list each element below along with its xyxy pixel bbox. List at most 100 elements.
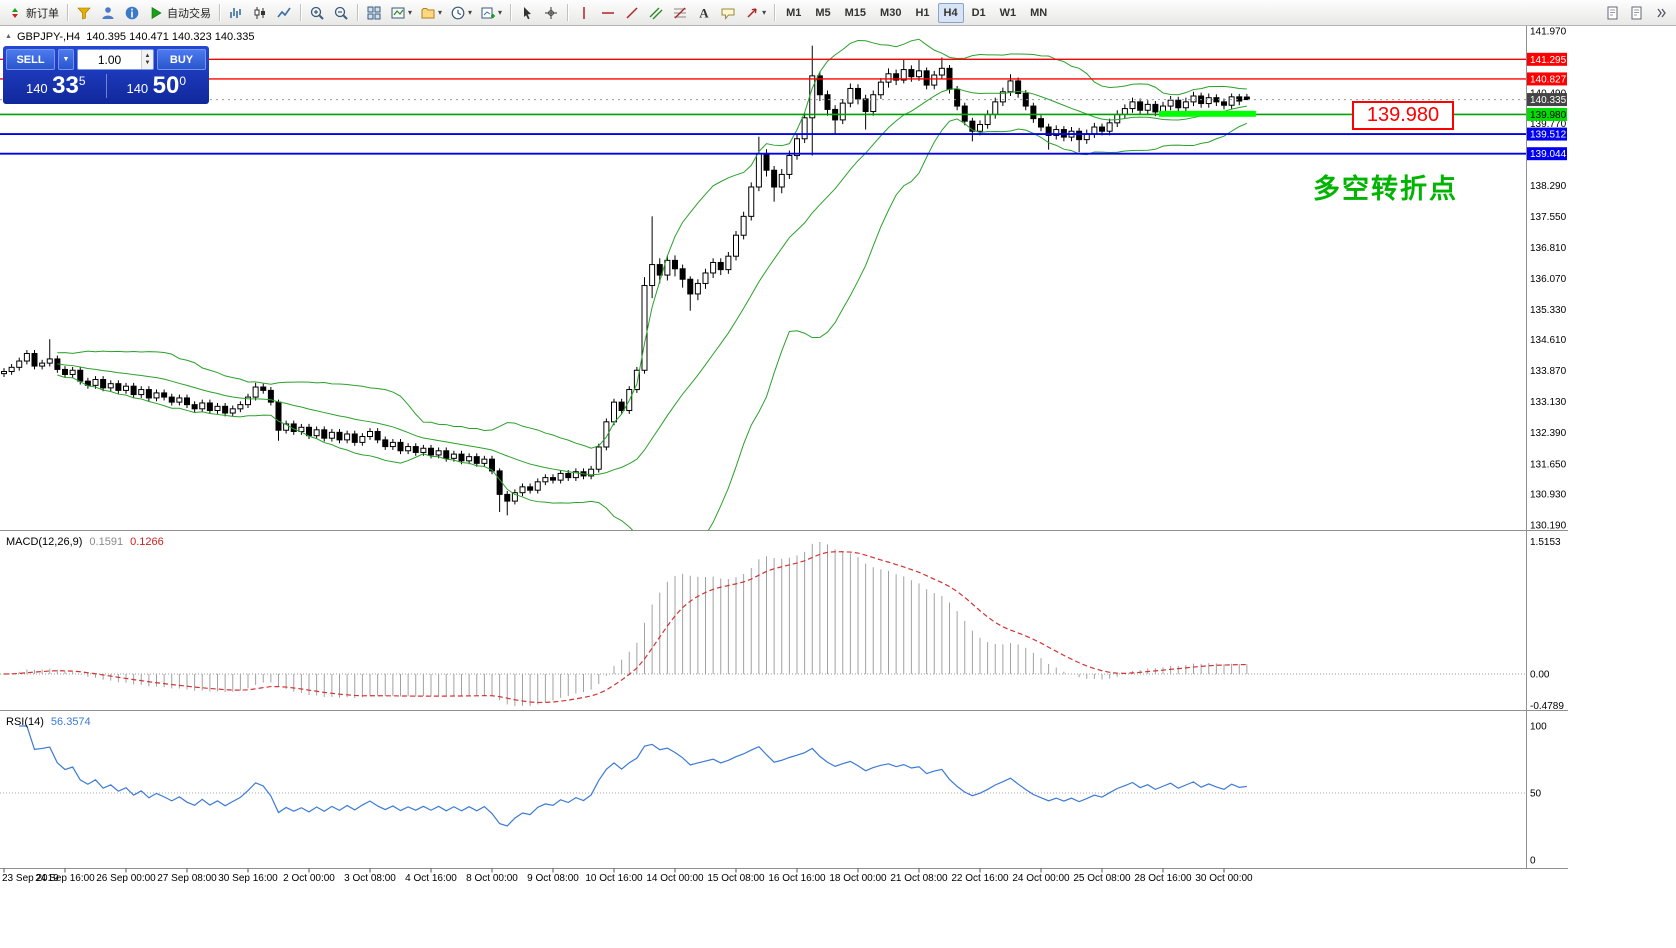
- svg-text:25 Oct 08:00: 25 Oct 08:00: [1073, 873, 1131, 884]
- svg-text:4 Oct 16:00: 4 Oct 16:00: [405, 873, 457, 884]
- price-tag-141.295: [1527, 52, 1567, 66]
- timeframe-d1-button[interactable]: D1: [966, 3, 992, 23]
- trendline-button[interactable]: [621, 3, 643, 23]
- sell-price-main: 140: [25, 80, 48, 96]
- timeframe-mn-button[interactable]: MN: [1024, 3, 1053, 23]
- strategy-tester-button[interactable]: [73, 3, 95, 23]
- svg-text:23 Sep 2019: 23 Sep 2019: [2, 873, 59, 884]
- candles-icon: [252, 5, 268, 21]
- sell-price-button[interactable]: 140 335: [6, 72, 106, 100]
- toolbar-overflow-button[interactable]: [1650, 3, 1672, 23]
- templates-button-dropdown-icon[interactable]: ▾: [408, 8, 413, 17]
- svg-text:28 Oct 16:00: 28 Oct 16:00: [1134, 873, 1192, 884]
- autotrading-button[interactable]: 自动交易: [145, 3, 214, 23]
- rsi-line: [19, 725, 1247, 827]
- volume-dropdown[interactable]: ▼: [58, 49, 74, 70]
- spinner-up-icon[interactable]: ▲: [144, 52, 151, 59]
- macd-title: MACD(12,26,9): [6, 536, 83, 548]
- spinner-down-icon[interactable]: ▼: [144, 59, 151, 66]
- volume-input[interactable]: [78, 50, 141, 69]
- tile-windows-button[interactable]: [363, 3, 385, 23]
- equidistant-channel-button[interactable]: [645, 3, 667, 23]
- zoom-out-button[interactable]: [330, 3, 352, 23]
- price-axis[interactable]: 141.970140.490139.770138.290137.550136.8…: [1527, 27, 1567, 532]
- sell-button[interactable]: SELL: [6, 49, 55, 70]
- timeframe-m15-button[interactable]: M15: [839, 3, 872, 23]
- zoom-in-button[interactable]: [306, 3, 328, 23]
- buy-price-main: 140: [126, 80, 149, 96]
- channel-icon: [648, 5, 664, 21]
- navigator-button[interactable]: [97, 3, 119, 23]
- chart-annotation-text[interactable]: 多空转折点: [1313, 174, 1458, 204]
- indicator-axis-labels: 1.5153 0.00 -0.4789 100 50 0: [1530, 537, 1564, 867]
- info-button[interactable]: [121, 3, 143, 23]
- toolbar-separator: [774, 4, 776, 21]
- toolbar-separator: [357, 4, 358, 21]
- candlestick-chart-button[interactable]: [249, 3, 271, 23]
- timeframe-h4-button[interactable]: H4: [937, 2, 964, 23]
- svg-text:136.810: 136.810: [1530, 243, 1567, 254]
- cursor-icon: [519, 5, 535, 21]
- text-button[interactable]: A: [693, 3, 715, 23]
- svg-text:14 Oct 00:00: 14 Oct 00:00: [646, 873, 704, 884]
- svg-text:9 Oct 08:00: 9 Oct 08:00: [527, 873, 579, 884]
- vertical-line-button[interactable]: [573, 3, 595, 23]
- profiles-button[interactable]: ▾: [417, 3, 445, 23]
- svg-text:140.827: 140.827: [1530, 74, 1567, 85]
- svg-text:136.070: 136.070: [1530, 274, 1567, 285]
- main-pane: [0, 38, 1526, 530]
- timeframe-w1-button[interactable]: W1: [994, 3, 1023, 23]
- rsi-title: RSI(14): [6, 716, 44, 728]
- svg-text:1.5153: 1.5153: [1530, 537, 1561, 548]
- timeframe-m5-button[interactable]: M5: [809, 3, 836, 23]
- rsi-header: RSI(14) 56.3574: [6, 716, 91, 728]
- buy-button[interactable]: BUY: [157, 49, 206, 70]
- price-tag-139.512: [1527, 127, 1567, 141]
- price-divider: [105, 73, 107, 98]
- macd-signal-line: [3, 551, 1247, 704]
- new-order-button[interactable]: 新订单: [4, 3, 62, 23]
- crosshair-button[interactable]: [540, 3, 562, 23]
- cursor-button[interactable]: [516, 3, 538, 23]
- chart-list-button[interactable]: [1626, 3, 1648, 23]
- fibonacci-button[interactable]: [669, 3, 691, 23]
- svg-text:21 Oct 08:00: 21 Oct 08:00: [890, 873, 948, 884]
- horizontal-line-button[interactable]: [597, 3, 619, 23]
- trendline-icon: [624, 5, 640, 21]
- new-chart-button-dropdown-icon[interactable]: ▾: [498, 8, 503, 17]
- chart-window-button[interactable]: [1602, 3, 1624, 23]
- timeframe-m1-button[interactable]: M1: [780, 3, 807, 23]
- text-label-button[interactable]: [717, 3, 739, 23]
- arrows-button-dropdown-icon[interactable]: ▾: [762, 8, 767, 17]
- profiles-button-dropdown-icon[interactable]: ▾: [438, 8, 443, 17]
- crosshair-icon: [543, 5, 559, 21]
- macd-value-signal: 0.1266: [130, 536, 164, 548]
- timeframe-m30-button[interactable]: M30: [874, 3, 907, 23]
- buy-price-button[interactable]: 140 500: [107, 72, 207, 100]
- arrows-button[interactable]: ▾: [741, 3, 769, 23]
- svg-text:26 Sep 00:00: 26 Sep 00:00: [96, 873, 156, 884]
- horizontal-level-lines[interactable]: [0, 58, 1526, 155]
- bar-chart-button[interactable]: [225, 3, 247, 23]
- new-chart-button[interactable]: ▾: [477, 3, 505, 23]
- current-price-tag: [1527, 93, 1567, 107]
- template-icon: [390, 5, 406, 21]
- highlight-trendline[interactable]: [1159, 110, 1256, 117]
- candlestick-series: [1, 45, 1250, 516]
- templates-button[interactable]: ▾: [387, 3, 415, 23]
- zoom-in-icon: [309, 5, 325, 21]
- rsi-pane: [0, 725, 1526, 827]
- svg-text:A: A: [699, 5, 709, 20]
- chart-canvas[interactable]: 141.970140.490139.770138.290137.550136.8…: [0, 26, 1568, 886]
- svg-text:50: 50: [1530, 789, 1542, 800]
- price-annotation-box[interactable]: 139.980: [1352, 101, 1454, 130]
- trade-panel-collapse-icon[interactable]: ▲: [5, 33, 12, 40]
- svg-text:15 Oct 08:00: 15 Oct 08:00: [707, 873, 765, 884]
- period-button[interactable]: ▾: [447, 3, 475, 23]
- timeframe-h1-button[interactable]: H1: [909, 3, 935, 23]
- period-button-dropdown-icon[interactable]: ▾: [468, 8, 473, 17]
- zoom-out-icon: [333, 5, 349, 21]
- line-chart-button[interactable]: [273, 3, 295, 23]
- svg-text:30 Oct 00:00: 30 Oct 00:00: [1195, 873, 1253, 884]
